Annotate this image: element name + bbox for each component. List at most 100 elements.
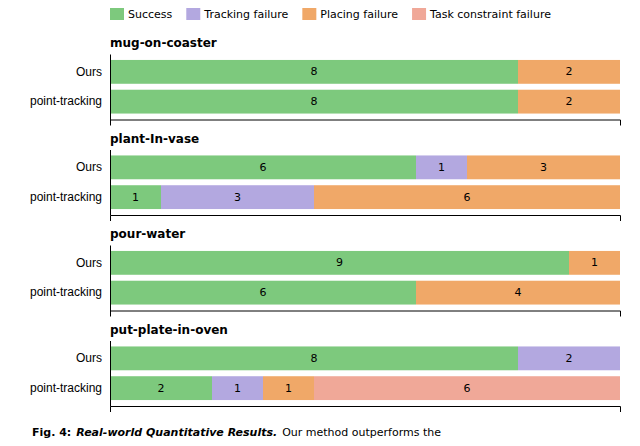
tick: point-tracking <box>30 381 110 395</box>
axis-domain <box>110 150 111 216</box>
tick-label: point-tracking <box>30 94 102 108</box>
legend-item: Task constraint failure <box>412 8 551 21</box>
data-label: 8 <box>311 65 318 78</box>
data-labels: 9 1 6 4 <box>260 256 599 299</box>
data-label: 6 <box>464 191 471 204</box>
legend-item: Placing failure <box>302 8 398 21</box>
bar-segment <box>110 155 416 179</box>
legend-swatch <box>110 8 124 20</box>
tick-label: Ours <box>76 256 102 270</box>
caption: Real-world Quantitative Results. <box>76 426 277 439</box>
data-labels: 6 1 3 1 3 6 <box>132 161 547 204</box>
legend-swatch <box>302 8 316 20</box>
data-label: 4 <box>515 286 522 299</box>
legend-swatch <box>412 8 426 20</box>
tick-label: Ours <box>76 351 102 365</box>
bar-segment <box>263 376 314 400</box>
y-axis: Ours point-tracking <box>30 341 111 407</box>
bar-segment <box>518 346 620 370</box>
legend: Success Tracking failure Placing failure Ta… <box>110 8 551 21</box>
group-title: pour-water <box>110 227 185 241</box>
group: plant-In-vase 6 1 3 1 3 6 Ours point-tracking <box>30 132 621 222</box>
tick-label: point-tracking <box>30 381 102 395</box>
bar-segment <box>110 60 518 84</box>
legend-label: Tracking failure <box>203 8 288 21</box>
bar-segment <box>416 155 467 179</box>
bars <box>110 155 620 209</box>
axis-domain <box>110 246 111 312</box>
group-title: put-plate-in-oven <box>110 323 228 337</box>
bar-segment <box>110 90 518 114</box>
group-title: mug-on-coaster <box>110 36 217 50</box>
tick: Ours <box>76 351 110 365</box>
bar-segment <box>314 185 620 209</box>
data-label: 2 <box>158 382 165 395</box>
y-axis: Ours point-tracking <box>30 55 111 121</box>
bars <box>110 251 620 305</box>
group-title: plant-In-vase <box>110 132 199 146</box>
data-label: 6 <box>260 286 267 299</box>
bar-segment <box>110 346 518 370</box>
data-label: 8 <box>311 95 318 108</box>
x-axis <box>111 407 621 413</box>
y-axis: Ours point-tracking <box>30 246 111 312</box>
data-label: 1 <box>285 382 292 395</box>
axis-domain <box>110 55 111 121</box>
bar-segment <box>212 376 263 400</box>
legend-label: Placing failure <box>320 8 398 21</box>
tick: point-tracking <box>30 285 110 299</box>
axis-domain <box>110 341 111 407</box>
data-label: 2 <box>566 95 573 108</box>
data-labels: 822116 <box>158 352 573 395</box>
data-label: 2 <box>566 65 573 78</box>
x-axis <box>111 311 621 317</box>
axis-domain <box>111 120 621 126</box>
bars <box>110 60 620 114</box>
caption: Our method outperforms the <box>282 426 441 439</box>
bar-segment <box>467 155 620 179</box>
data-label: 6 <box>260 161 267 174</box>
tick: point-tracking <box>30 190 110 204</box>
legend-swatch <box>186 8 200 20</box>
y-axis: Ours point-tracking <box>30 150 111 216</box>
legend-label: Success <box>128 8 173 21</box>
bar-segment <box>416 281 620 305</box>
tick-label: point-tracking <box>30 285 102 299</box>
group: pour-water 9 1 6 4 Ours point-tracking <box>30 227 621 317</box>
data-label: 1 <box>591 256 598 269</box>
bar-segment <box>518 60 620 84</box>
data-label: 1 <box>438 161 445 174</box>
bar-segment <box>161 185 314 209</box>
x-axis <box>111 120 621 126</box>
bar-segment <box>110 376 212 400</box>
bar-segment <box>569 251 620 275</box>
tick: Ours <box>76 256 110 270</box>
group: put-plate-in-oven822116Ourspoint-trackin… <box>30 323 621 413</box>
x-axis <box>111 216 621 222</box>
group: mug-on-coaster 8 2 8 2 Ours point-tracking <box>30 36 621 126</box>
bar-segment <box>314 376 620 400</box>
bar-segment <box>110 185 161 209</box>
bar-segment <box>110 281 416 305</box>
legend-item: Success <box>110 8 173 21</box>
data-label: 3 <box>540 161 547 174</box>
tick: Ours <box>76 160 110 174</box>
data-label: 8 <box>311 352 318 365</box>
data-label: 1 <box>234 382 241 395</box>
tick-label: Ours <box>76 160 102 174</box>
data-label: 9 <box>336 256 343 269</box>
data-label: 2 <box>566 352 573 365</box>
data-label: 1 <box>132 191 139 204</box>
chart: Success Tracking failure Placing failure Ta… <box>0 0 640 446</box>
axis-domain <box>111 407 621 413</box>
tick-label: Ours <box>76 65 102 79</box>
legend-label: Task constraint failure <box>429 8 551 21</box>
bars <box>110 346 620 400</box>
bar-segment <box>110 251 569 275</box>
data-labels: 8 2 8 2 <box>311 65 573 108</box>
data-label: 3 <box>234 191 241 204</box>
tick: Ours <box>76 65 110 79</box>
axis-domain <box>111 311 621 317</box>
axis-domain <box>111 216 621 222</box>
tick: point-tracking <box>30 94 110 108</box>
